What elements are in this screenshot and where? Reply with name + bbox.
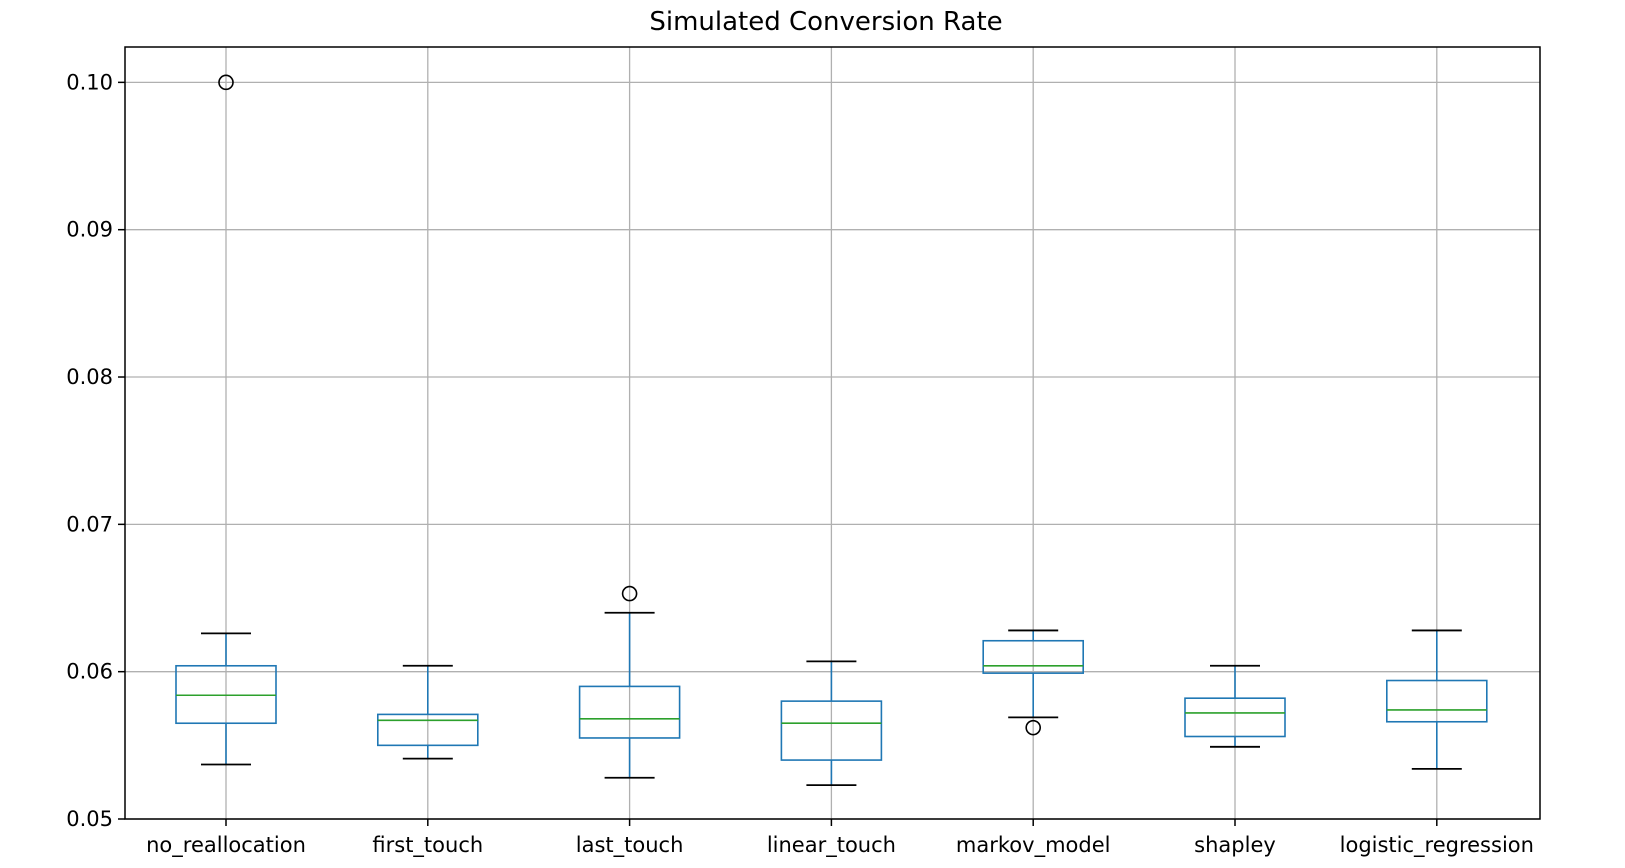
y-tick-label: 0.10 [66, 70, 113, 94]
iqr-box [982, 639, 1085, 674]
box-last_touch [578, 585, 681, 779]
outlier-point [1025, 719, 1041, 736]
box-markov_model [982, 629, 1085, 736]
box-shapley [1184, 664, 1286, 748]
x-tick-label: linear_touch [767, 833, 896, 858]
box-layer [175, 74, 1488, 787]
y-tick-label: 0.09 [66, 218, 113, 242]
box-first_touch [376, 664, 479, 760]
iqr-box [1184, 697, 1286, 738]
box-no_reallocation [175, 74, 277, 766]
x-tick-label: no_reallocation [146, 833, 306, 858]
plot-frame [124, 46, 1541, 820]
box-linear_touch [780, 660, 883, 787]
iqr-box [780, 700, 883, 761]
x-tick-label: markov_model [956, 833, 1111, 858]
outlier-point [218, 74, 234, 91]
x-tick-label: shapley [1194, 833, 1276, 857]
y-tick-label: 0.06 [66, 660, 113, 684]
y-tick-label: 0.08 [66, 365, 113, 389]
box-logistic_regression [1386, 629, 1488, 770]
outlier-point [621, 585, 638, 602]
y-tick-label: 0.07 [66, 512, 113, 536]
chart-title: Simulated Conversion Rate [649, 7, 1002, 37]
iqr-box [578, 685, 681, 739]
x-tick-label: logistic_regression [1340, 833, 1534, 858]
x-tick-label: last_touch [576, 833, 684, 858]
grid-layer [125, 47, 1540, 820]
axis-layer: 0.05 0.06 0.07 0.08 0.09 0.10 no_reallocation f… [66, 70, 1534, 858]
x-tick-label: first_touch [372, 833, 483, 858]
iqr-box [1386, 679, 1488, 723]
y-tick-label: 0.05 [66, 807, 113, 831]
iqr-box [376, 713, 479, 747]
